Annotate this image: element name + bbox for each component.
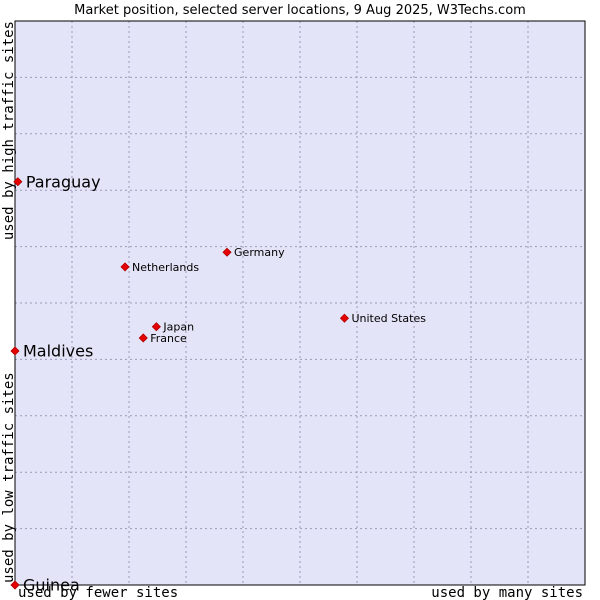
x-axis-label-right: used by many sites [431,585,583,600]
grid-lines [15,21,585,585]
point-united-states [339,313,350,323]
chart-title: Market position, selected server locatio… [74,3,526,18]
point-germany [222,247,232,257]
data-points: Paraguay Maldives Guinea Germany Netherlands… [10,172,426,595]
point-label-netherlands: Netherlands [132,261,199,274]
y-axis-label-bottom: used by low traffic sites [1,372,17,583]
point-label-germany: Germany [234,246,285,259]
point-france [138,333,148,343]
point-label-france: France [150,332,187,345]
point-maldives [10,346,20,356]
point-label-maldives: Maldives [23,342,93,361]
point-label-united-states: United States [351,312,426,325]
x-axis-label-left: used by fewer sites [18,585,178,600]
point-paraguay [13,177,23,187]
point-japan [151,322,161,332]
point-label-paraguay: Paraguay [26,172,101,191]
point-label-guinea: Guinea [23,576,80,595]
point-netherlands [120,262,130,272]
point-label-japan: Japan [162,321,194,334]
plot-frame [14,20,586,586]
y-axis-label-top: used by high traffic sites [1,21,17,240]
point-guinea [10,580,20,590]
